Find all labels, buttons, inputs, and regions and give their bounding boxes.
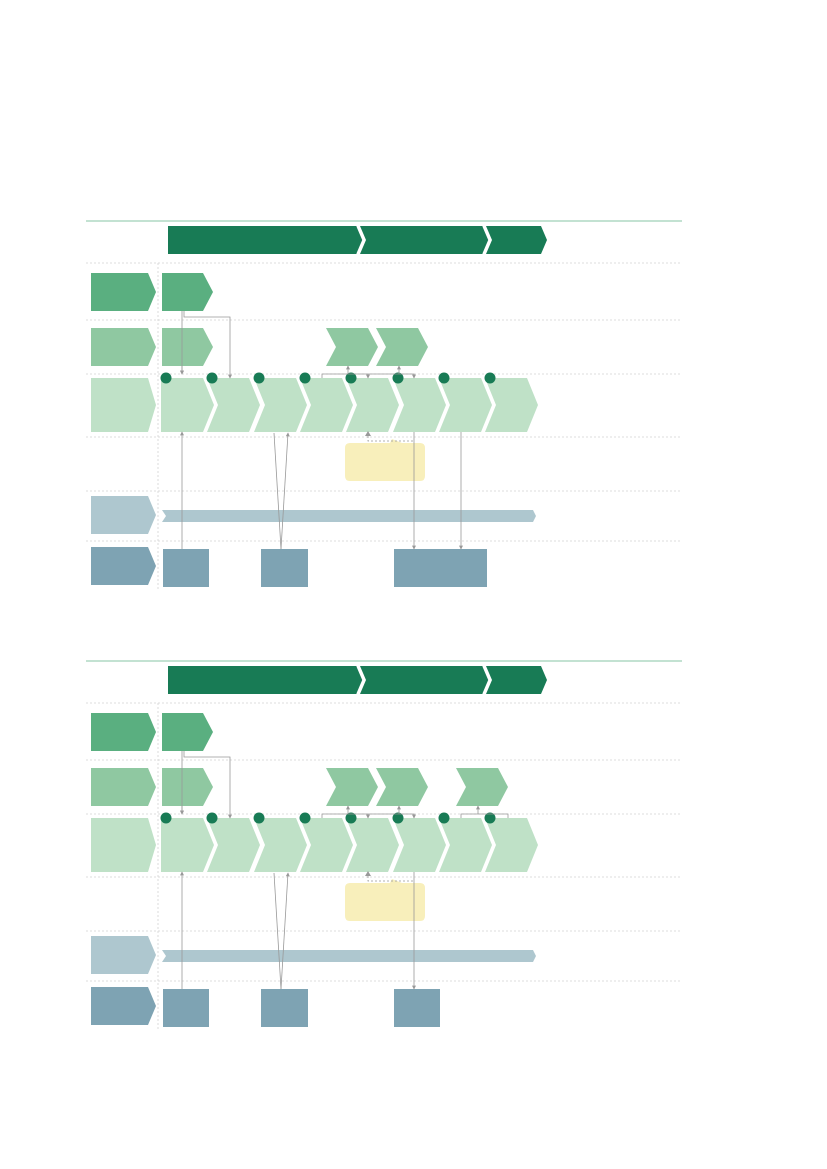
row-header-6 <box>91 547 156 585</box>
row5-bar <box>162 510 536 522</box>
connector <box>183 311 232 379</box>
callout-note <box>345 439 425 481</box>
banner-divider <box>482 225 490 255</box>
banner-divider <box>356 665 364 695</box>
row-header-5 <box>91 496 156 534</box>
row-header-5 <box>91 936 156 974</box>
banner-divider <box>482 665 490 695</box>
row6-box <box>394 549 487 587</box>
row3-step-5 <box>346 378 399 432</box>
row2-item <box>456 768 508 806</box>
milestone-dot <box>160 372 172 384</box>
row1-item <box>162 713 213 751</box>
milestone-dot <box>438 812 450 824</box>
phase-banner-segment-2 <box>360 666 489 694</box>
row3-step-3 <box>254 818 307 872</box>
milestone-dot <box>253 372 265 384</box>
row1-item <box>162 273 213 311</box>
row3-step-1 <box>161 378 214 432</box>
row3-step-3 <box>254 378 307 432</box>
process-diagram-1 <box>86 220 682 591</box>
connector <box>280 872 290 990</box>
row3-step-1 <box>161 818 214 872</box>
row3-step-4 <box>300 818 353 872</box>
process-diagram-2 <box>86 660 682 1031</box>
connector <box>367 872 414 882</box>
row6-box <box>261 989 308 1027</box>
milestone-dot <box>484 372 496 384</box>
milestone-dot <box>392 812 404 824</box>
milestone-dot <box>253 812 265 824</box>
row3-step-2 <box>207 378 260 432</box>
phase-banner-segment-1 <box>168 666 363 694</box>
row2-item <box>326 328 378 366</box>
row-header-2 <box>91 768 156 806</box>
milestone-dot <box>392 372 404 384</box>
row2-item <box>376 328 428 366</box>
row2-item <box>162 328 213 366</box>
phase-banner-segment-3 <box>486 666 547 694</box>
row3-step-8 <box>485 378 538 432</box>
phase-banner-segment-2 <box>360 226 489 254</box>
row2-item <box>376 768 428 806</box>
row6-box <box>394 989 440 1027</box>
row3-step-7 <box>439 818 492 872</box>
connector <box>183 751 232 819</box>
row3-step-5 <box>346 818 399 872</box>
row6-box <box>261 549 308 587</box>
row-header-2 <box>91 328 156 366</box>
row-header-3 <box>91 818 156 872</box>
milestone-dot <box>345 812 357 824</box>
row3-step-8 <box>485 818 538 872</box>
milestone-dot <box>345 372 357 384</box>
callout-note <box>345 879 425 921</box>
phase-banner-segment-1 <box>168 226 363 254</box>
row3-step-6 <box>393 818 446 872</box>
milestone-dot <box>299 812 311 824</box>
row3-step-4 <box>300 378 353 432</box>
connector <box>460 813 509 818</box>
milestone-dot <box>484 812 496 824</box>
connector <box>367 432 414 442</box>
row6-box <box>163 549 209 587</box>
row5-bar <box>162 950 536 962</box>
row-header-6 <box>91 987 156 1025</box>
row2-item <box>326 768 378 806</box>
connector <box>280 432 290 550</box>
milestone-dot <box>438 372 450 384</box>
row2-item <box>162 768 213 806</box>
row-header-3 <box>91 378 156 432</box>
connector <box>273 432 282 550</box>
milestone-dot <box>160 812 172 824</box>
row3-step-6 <box>393 378 446 432</box>
phase-banner-segment-3 <box>486 226 547 254</box>
milestone-dot <box>299 372 311 384</box>
row-header-1 <box>91 713 156 751</box>
connector <box>273 872 282 990</box>
arrowhead <box>365 871 371 876</box>
row3-step-7 <box>439 378 492 432</box>
milestone-dot <box>206 372 218 384</box>
row6-box <box>163 989 209 1027</box>
banner-divider <box>356 225 364 255</box>
arrowhead <box>365 431 371 436</box>
milestone-dot <box>206 812 218 824</box>
row-header-1 <box>91 273 156 311</box>
row3-step-2 <box>207 818 260 872</box>
